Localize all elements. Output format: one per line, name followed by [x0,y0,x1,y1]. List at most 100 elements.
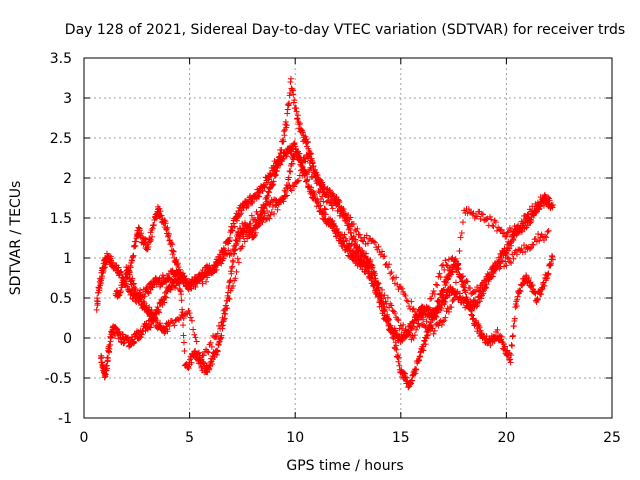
data-point [424,324,431,331]
data-point [226,234,233,241]
data-point [304,138,311,145]
data-point [286,100,293,107]
data-point [180,315,187,322]
data-point [330,222,337,229]
data-point [406,303,413,310]
data-point [514,293,521,300]
data-point [278,146,285,153]
data-point [143,302,150,309]
data-point [536,237,543,244]
data-point [192,348,199,355]
data-point [440,286,447,293]
data-point [438,321,445,328]
data-point [93,306,100,313]
data-point [476,298,483,305]
data-point [364,240,371,247]
data-point [393,346,400,353]
data-point [517,224,524,231]
data-point [394,316,401,323]
data-point [149,309,156,316]
data-point [119,331,126,338]
data-point [442,257,449,264]
data-point [205,349,212,356]
data-point [530,241,537,248]
data-point [545,194,552,201]
data-point [449,254,456,261]
data-point [191,331,198,338]
y-tick-label: 0.5 [50,291,72,307]
data-point [287,168,294,175]
data-point [340,211,347,218]
data-point [452,279,459,286]
data-point [247,220,254,227]
data-point [270,178,277,185]
y-tick-label: -1 [58,411,72,427]
data-point [217,325,224,332]
data-point [253,218,260,225]
data-point [367,257,374,264]
x-tick-label: 25 [603,430,621,446]
data-point [477,215,484,222]
data-point [464,278,471,285]
data-point [304,176,311,183]
data-point [191,276,198,283]
data-point [313,171,320,178]
data-point [447,264,454,271]
data-point [381,306,388,313]
data-point [296,120,303,127]
data-point [184,285,191,292]
data-point [537,202,544,209]
data-point [192,334,199,341]
data-point [322,206,329,213]
data-point [375,243,382,250]
data-point [162,220,169,227]
data-point [495,259,502,266]
data-point [433,281,439,288]
y-tick-label: 2.5 [50,131,72,147]
data-point [104,354,111,361]
data-point [347,242,354,249]
data-point [281,192,288,199]
data-point [229,263,236,270]
data-point [251,225,258,232]
data-point [363,232,370,239]
data-point [529,203,536,210]
data-point [393,274,400,281]
data-point [150,222,157,229]
data-point [348,241,355,248]
data-point [158,212,165,219]
data-point [380,295,387,302]
data-point [266,215,273,222]
data-point [320,198,327,205]
data-point [350,233,357,240]
data-point [347,214,354,221]
data-point [299,172,306,179]
data-point [306,159,313,166]
data-point [272,172,279,179]
data-point [441,266,448,273]
data-point [430,287,437,294]
x-tick-label: 0 [80,430,89,446]
data-point [233,268,240,275]
data-point [451,291,458,298]
data-point [231,223,238,230]
data-point [281,132,288,139]
data-point [416,322,423,329]
data-point [379,248,386,255]
data-point [245,233,252,240]
data-point [147,324,154,331]
data-point [395,317,402,324]
data-point [240,233,247,240]
data-point [487,342,494,349]
data-point [239,220,246,227]
data-point [465,206,472,213]
data-point [295,119,302,126]
data-point [118,269,125,276]
data-point [448,256,455,263]
data-point [199,280,206,287]
data-point [294,149,301,156]
data-point [334,229,341,236]
data-point [192,284,199,291]
data-point [511,315,518,322]
data-point [307,155,314,162]
